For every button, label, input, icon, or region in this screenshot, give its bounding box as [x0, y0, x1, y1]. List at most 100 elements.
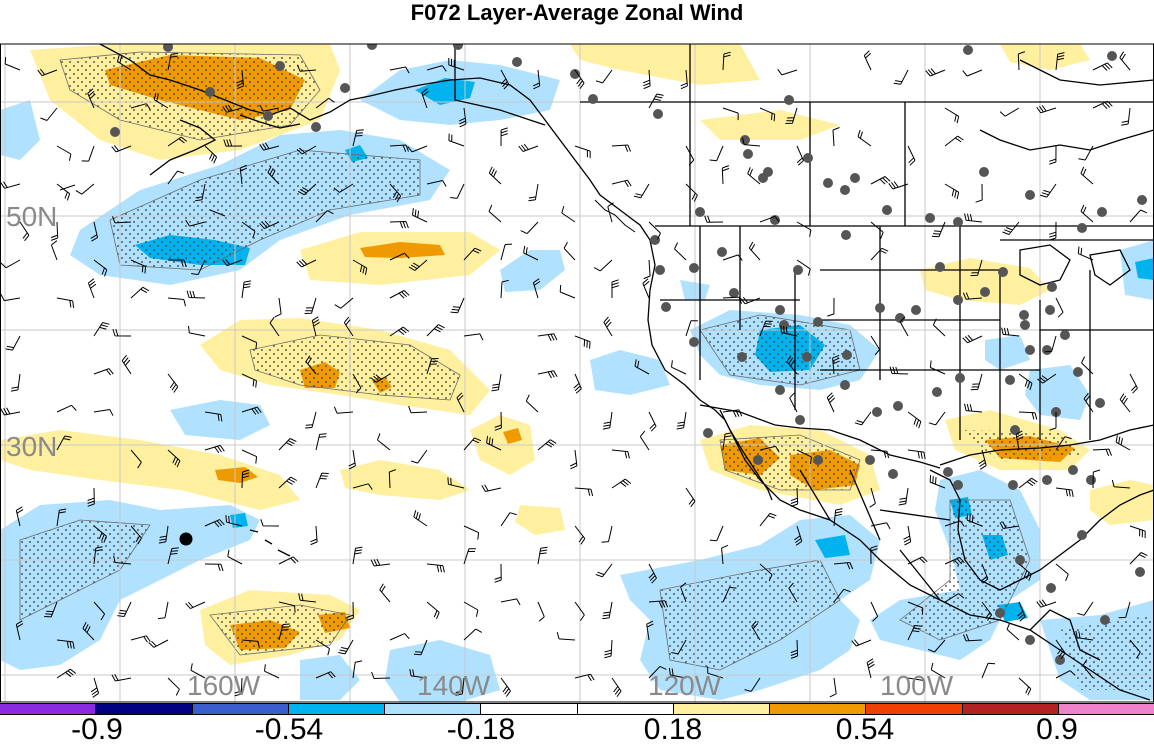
wind-barb	[463, 525, 480, 540]
wind-barb	[167, 53, 179, 71]
wind-barb	[559, 284, 576, 299]
wind-barb	[93, 409, 114, 416]
wind-barb	[500, 512, 517, 527]
wind-barb	[1118, 601, 1131, 619]
wind-barb	[944, 593, 965, 603]
wind-barb	[456, 392, 465, 413]
wind-barb	[191, 259, 206, 275]
station-dot	[703, 428, 713, 438]
coastal-islands	[59, 184, 636, 233]
wind-barb	[869, 487, 876, 508]
station-dot	[935, 262, 945, 272]
map-title: F072 Layer-Average Zonal Wind	[410, 0, 744, 25]
station-dot	[813, 317, 823, 327]
wind-barb	[413, 639, 428, 656]
wind-barb	[75, 183, 95, 195]
wind-barb	[352, 546, 363, 565]
station-dot	[512, 57, 522, 67]
strong-negative-region	[815, 535, 850, 558]
station-dot	[995, 608, 1005, 618]
wind-barb	[903, 525, 912, 546]
wind-barb	[1129, 373, 1138, 394]
station-dot	[650, 235, 660, 245]
wind-barb	[1092, 100, 1113, 110]
positive-anomaly-region	[340, 460, 470, 500]
wind-barb	[574, 673, 595, 682]
wind-barb	[426, 65, 447, 72]
station-dot	[842, 350, 852, 360]
legend-swatch	[577, 704, 674, 714]
wind-barb	[1077, 246, 1094, 261]
station-dot	[893, 401, 903, 411]
wind-barb	[1018, 373, 1033, 391]
positive-anomaly-region	[1000, 44, 1090, 70]
wind-barb	[826, 392, 836, 413]
wind-barb	[574, 525, 586, 545]
lat-label-30n: 30N	[6, 431, 58, 462]
wind-barb	[188, 325, 206, 337]
wind-barb	[264, 664, 280, 679]
wind-barb	[278, 438, 297, 451]
wind-barb	[93, 546, 103, 565]
legend-swatch	[673, 704, 770, 714]
station-dot	[743, 149, 753, 159]
wind-barb	[870, 601, 879, 622]
wind-barb	[241, 280, 252, 299]
wind-barb	[929, 475, 946, 489]
legend-label: 0.18	[643, 713, 703, 746]
wind-barb	[448, 133, 465, 147]
wind-barb	[786, 355, 798, 375]
strong-negative-region	[1135, 258, 1154, 280]
wind-barb	[648, 665, 667, 679]
station-dot	[1060, 330, 1070, 340]
wind-barb	[709, 145, 724, 162]
wind-barb	[389, 290, 410, 299]
wind-barb	[310, 525, 318, 546]
wind-barb	[1049, 412, 1057, 431]
wind-barb	[611, 478, 632, 489]
wind-barb	[601, 525, 613, 543]
wind-barb	[87, 278, 97, 299]
station-dot	[1137, 195, 1147, 205]
wind-barb	[833, 562, 854, 570]
legend-label: -0.9	[71, 713, 123, 746]
station-dot	[953, 480, 963, 490]
wind-barb	[500, 279, 509, 299]
wind-barb	[348, 449, 356, 470]
wind-barb	[426, 601, 440, 619]
wind-barb	[389, 183, 402, 203]
wind-barb	[463, 333, 484, 341]
wind-barb	[1080, 204, 1094, 223]
station-dot	[205, 87, 215, 97]
station-dot	[1015, 555, 1025, 565]
wind-barb	[5, 335, 21, 351]
station-dot	[110, 127, 120, 137]
wind-barb	[1001, 327, 1020, 337]
wind-barb	[296, 259, 317, 268]
wind-barb	[81, 145, 95, 162]
wind-barb	[56, 145, 72, 161]
wind-barb	[1055, 639, 1066, 660]
wind-barb	[796, 259, 811, 276]
station-dot	[775, 305, 785, 315]
wind-barb	[15, 620, 24, 641]
wind-barb	[523, 245, 539, 261]
station-dot	[882, 205, 892, 215]
station-dot	[1042, 345, 1052, 355]
wind-barb	[863, 50, 872, 71]
wind-barb	[833, 588, 851, 603]
wind-barb	[82, 622, 95, 641]
color-legend-bar	[0, 703, 1154, 715]
station-dot	[840, 380, 850, 390]
wind-barb	[204, 145, 218, 164]
wind-barb	[148, 639, 169, 648]
legend-swatch	[192, 704, 289, 714]
wind-barb	[639, 430, 650, 451]
wind-barb	[634, 359, 650, 375]
wind-barb	[90, 677, 100, 698]
wind-barb	[1092, 469, 1101, 489]
wind-barb	[370, 373, 391, 383]
wind-barb	[759, 320, 773, 337]
wind-barb	[999, 521, 1020, 529]
station-dot	[340, 83, 350, 93]
